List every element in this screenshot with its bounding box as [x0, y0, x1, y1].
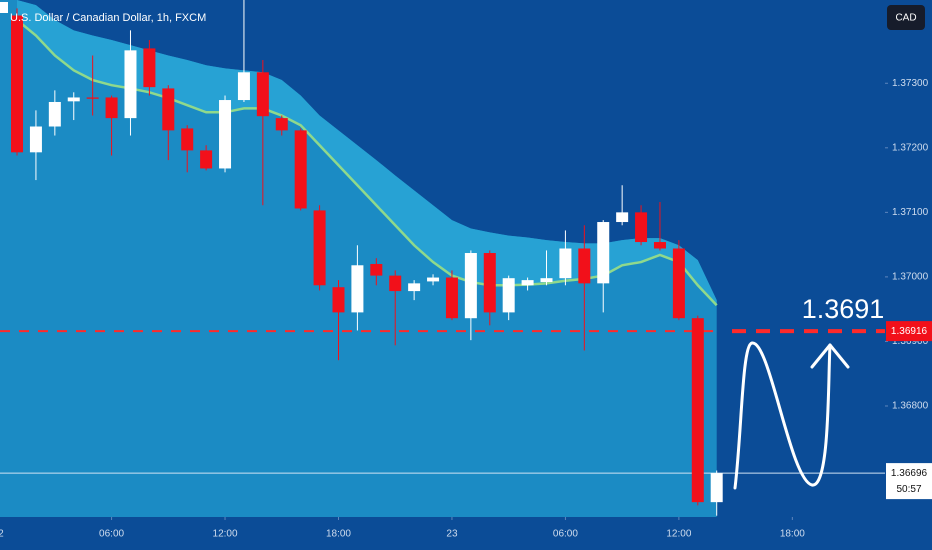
band-fill — [0, 0, 717, 517]
candle-body — [691, 318, 704, 503]
y-tick-label: 1.37300 — [892, 78, 929, 89]
candle-body — [445, 277, 458, 319]
candle-body — [219, 100, 232, 169]
annotation: 1.3691 — [802, 294, 885, 324]
x-tick-label: 22 — [0, 529, 4, 540]
candle-body — [483, 253, 496, 313]
y-tick-label: 1.37200 — [892, 142, 929, 153]
candle-body — [351, 265, 364, 313]
candle-body — [521, 280, 534, 286]
candle-body — [237, 72, 250, 101]
candle-body — [502, 278, 515, 313]
y-tick-label: 1.36900 — [892, 336, 929, 347]
candle-body — [389, 275, 402, 292]
candle-body — [256, 72, 269, 117]
candle-body — [635, 212, 648, 243]
candle-body — [105, 97, 118, 119]
drawn-curve — [733, 341, 832, 490]
candle-body — [313, 210, 326, 286]
band-upper-fill — [17, 0, 717, 306]
candle-body — [559, 248, 572, 279]
x-tick-label: 06:00 — [99, 529, 124, 540]
y-tick-label: 1.37100 — [892, 207, 929, 218]
candle-body — [275, 118, 288, 131]
x-tick-label: 12:00 — [213, 529, 238, 540]
x-tick-label: 18:00 — [780, 529, 805, 540]
x-tick-label: 23 — [446, 529, 458, 540]
candle-body — [653, 242, 666, 249]
candle-body — [181, 128, 194, 151]
x-tick-label: 18:00 — [326, 529, 351, 540]
currency-label[interactable]: CAD — [895, 13, 916, 24]
candle-body — [48, 101, 61, 127]
candle-body — [597, 222, 610, 284]
candle-body — [427, 277, 440, 282]
currency-button[interactable] — [887, 5, 925, 30]
y-tick-label: 1.36800 — [892, 401, 929, 412]
countdown-label: 50:57 — [896, 484, 921, 495]
chart-title: U.S. Dollar / Canadian Dollar, 1h, FXCM — [10, 12, 206, 24]
price-line-label: 1.36916 — [891, 326, 928, 337]
candle-body — [578, 248, 591, 284]
candle-body — [370, 263, 383, 276]
candle-body — [86, 97, 99, 99]
price-line-tag — [886, 321, 932, 342]
candle-body — [408, 283, 421, 292]
x-tick-label: 12:00 — [666, 529, 691, 540]
drawn-arrowhead — [810, 343, 850, 369]
candle-body — [162, 88, 175, 131]
candle-body — [464, 253, 477, 319]
candle-body — [67, 97, 80, 102]
candle-body — [332, 287, 345, 313]
x-tick-label: 06:00 — [553, 529, 578, 540]
candle-body — [710, 473, 723, 503]
last-price-tag — [886, 463, 932, 500]
candle-body — [11, 15, 24, 153]
plot-area — [0, 0, 885, 517]
y-tick-label: 1.37000 — [892, 272, 929, 283]
symbol-icon — [0, 2, 8, 13]
candle-body — [540, 278, 553, 283]
candle-body — [143, 48, 156, 88]
candle-body — [124, 50, 137, 119]
last-price-label: 1.36696 — [891, 468, 928, 479]
candle-body — [29, 126, 42, 153]
candle-body — [200, 150, 213, 169]
candle-body — [294, 130, 307, 209]
candle-body — [616, 212, 629, 223]
candle-body — [672, 248, 685, 319]
